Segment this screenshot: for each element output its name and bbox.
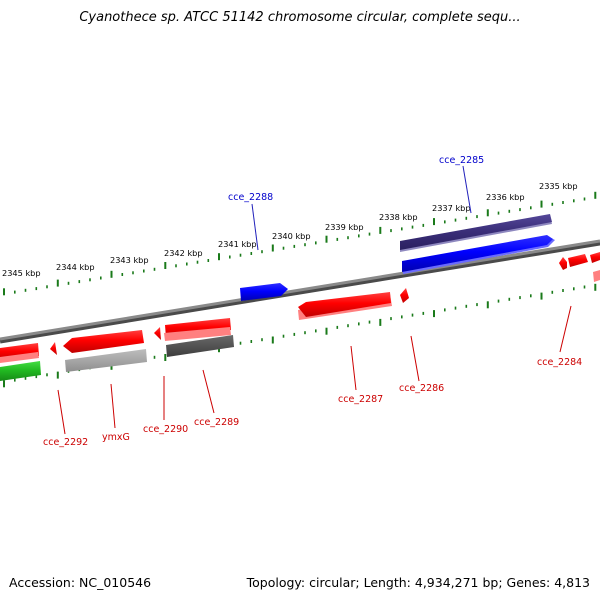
scale-ticks-bottom [3, 283, 597, 388]
gene-cce-2284[interactable] [559, 252, 600, 282]
leader-line [462, 165, 472, 214]
backbone [0, 239, 600, 341]
gene-ymxG[interactable] [63, 330, 147, 372]
map-title: Cyanothece sp. ATCC 51142 chromosome cir… [79, 10, 521, 25]
gene-cce-2285-sub[interactable] [402, 235, 555, 274]
gene-cce-2288[interactable] [240, 283, 288, 301]
gene-label-cce-2290[interactable]: cce_2290 [143, 424, 188, 435]
gene-cce-2292[interactable] [0, 342, 57, 381]
gene-label-cce-2284[interactable]: cce_2284 [537, 357, 582, 368]
gene-label-cce-2289[interactable]: cce_2289 [194, 417, 239, 428]
genome-stats: Topology: circular; Length: 4,934,271 bp… [246, 575, 590, 590]
gene-label-cce-2286[interactable]: cce_2286 [399, 383, 444, 394]
scale-label: 2341 kbp [218, 239, 257, 249]
scale-label: 2345 kbp [2, 268, 41, 278]
leader-line [251, 203, 259, 251]
accession-label: Accession: NC_010546 [9, 575, 152, 590]
scale-label: 2340 kbp [272, 231, 311, 241]
leader-line [410, 335, 420, 382]
leader-line [202, 369, 215, 414]
gene-cce-2286[interactable] [400, 288, 409, 303]
gene-label-cce-2292[interactable]: cce_2292 [43, 437, 88, 448]
leader-line [57, 389, 66, 435]
gene-cce-2289[interactable] [164, 318, 231, 341]
gene-label-cce-2287[interactable]: cce_2287 [338, 394, 383, 405]
scale-label: 2335 kbp [539, 181, 578, 191]
scale-label: 2337 kbp [432, 203, 471, 213]
leader-line [350, 345, 357, 391]
scale-label: 2336 kbp [486, 192, 525, 202]
scale-label: 2338 kbp [379, 212, 418, 222]
gene-cce-2290[interactable] [154, 327, 234, 357]
scale-label: 2344 kbp [56, 262, 95, 272]
scale-label: 2339 kbp [325, 222, 364, 232]
backbone-shadow [0, 240, 600, 344]
gene-label-cce-2285[interactable]: cce_2285 [439, 155, 484, 166]
scale-label: 2342 kbp [164, 248, 203, 258]
gene-cce-2287[interactable] [298, 292, 392, 320]
leader-line [110, 383, 116, 429]
gene-cce-2285[interactable] [400, 214, 552, 252]
gene-label-cce-2288[interactable]: cce_2288 [228, 192, 273, 203]
gene-label-ymxG[interactable]: ymxG [102, 432, 130, 443]
leader-line [559, 305, 572, 353]
scale-label: 2343 kbp [110, 255, 149, 265]
scale-ticks-top [3, 191, 597, 296]
